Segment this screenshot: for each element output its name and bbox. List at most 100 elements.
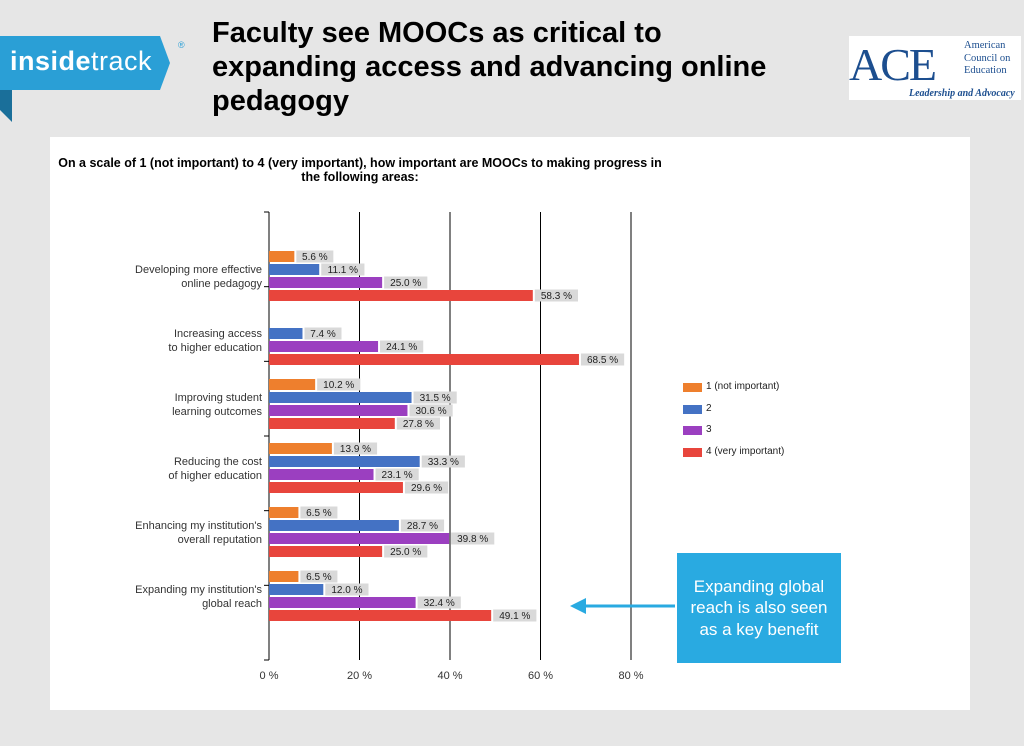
data-label-bg — [300, 506, 338, 519]
ace-logo-words: American Council on Education — [964, 40, 1010, 78]
data-label-bg — [380, 340, 424, 353]
data-label: 33.3 % — [428, 457, 459, 468]
data-label: 6.5 % — [306, 508, 332, 519]
category-label: learning outcomes — [172, 406, 262, 418]
data-label: 23.1 % — [382, 470, 413, 481]
x-tick-label: 20 % — [347, 670, 372, 682]
category-label: overall reputation — [178, 534, 262, 546]
bar — [269, 264, 320, 275]
x-tick-label: 40 % — [437, 670, 462, 682]
data-label-bg — [321, 263, 365, 276]
registered-mark: ® — [178, 40, 185, 50]
legend-swatch — [683, 426, 702, 435]
data-label: 39.8 % — [457, 534, 488, 545]
category-label: Improving student — [175, 392, 262, 404]
data-label-bg — [300, 570, 338, 583]
ace-logo: ACE American Council on Education Leader… — [849, 36, 1021, 100]
data-label-bg — [534, 289, 579, 302]
data-label-bg — [384, 276, 428, 289]
ace-logo-line3: Education — [964, 65, 1007, 76]
data-label: 25.0 % — [390, 278, 421, 289]
data-label-bg — [396, 417, 440, 430]
legend-swatch — [683, 447, 702, 457]
bar — [269, 610, 492, 621]
bar — [269, 328, 303, 339]
data-label-bg — [413, 391, 457, 404]
ace-logo-tagline: Leadership and Advocacy — [909, 88, 1015, 99]
ace-logo-line2: Council on — [964, 52, 1011, 64]
bar — [269, 482, 403, 493]
data-label: 11.1 % — [328, 265, 358, 276]
legend-swatch — [683, 404, 702, 414]
bar — [269, 418, 395, 429]
x-tick-label: 80 % — [618, 670, 643, 682]
x-tick-label: 0 % — [260, 670, 279, 682]
ace-logo-letters: ACE — [849, 39, 937, 90]
data-label: 49.1 % — [499, 611, 530, 622]
legend-label: 2 — [706, 402, 712, 414]
logo-text-thin: track — [91, 46, 153, 76]
data-label-bg — [451, 532, 495, 545]
category-label: Enhancing my institution's — [135, 520, 262, 532]
category-label: to higher education — [168, 342, 262, 354]
bar — [269, 277, 383, 288]
insidetrack-logo: insidetrack ® — [0, 36, 185, 122]
bar — [269, 546, 383, 557]
data-label-bg — [325, 583, 369, 596]
data-label: 58.3 % — [541, 291, 572, 302]
category-label: of higher education — [168, 470, 262, 482]
legend-label: 3 — [706, 424, 712, 435]
data-label: 6.5 % — [306, 572, 332, 583]
data-label: 24.1 % — [386, 342, 417, 353]
data-label-bg — [296, 250, 334, 263]
bar-layer: 5.6 %11.1 % 25.0 % 58.3 % 7.4 % 24.1 % 68.5 %… — [269, 250, 625, 622]
data-label: 29.6 % — [411, 483, 442, 494]
data-label: 12.0 % — [331, 585, 362, 596]
data-label: 13.9 % — [340, 444, 371, 455]
legend-label: 1 (not important) — [706, 381, 780, 392]
data-label: 5.6 % — [302, 252, 328, 263]
bar — [269, 507, 299, 518]
bar — [269, 290, 533, 301]
bar — [269, 520, 399, 531]
data-label-bg — [493, 609, 537, 622]
callout-text: Expanding global reach is also seen as a… — [690, 576, 828, 639]
data-label-bg — [304, 327, 342, 340]
data-label-bg — [384, 545, 428, 558]
page-title: Faculty see MOOCs as critical to expandi… — [212, 17, 767, 117]
bar — [269, 443, 332, 454]
logo-banner-shape — [0, 36, 170, 122]
category-label: Developing more effective — [135, 264, 262, 276]
data-label-bg — [580, 353, 625, 366]
bar — [269, 251, 295, 262]
legend-label: 4 (very important) — [706, 445, 785, 457]
data-label: 31.5 % — [420, 393, 451, 404]
callout-box: Expanding global reach is also seen as a… — [677, 553, 841, 663]
data-label-bg — [421, 455, 465, 468]
data-label: 10.2 % — [323, 380, 354, 391]
bar — [269, 456, 420, 467]
data-label-bg — [375, 468, 419, 481]
bar — [269, 533, 450, 544]
legend-swatch — [683, 383, 702, 392]
data-label: 32.4 % — [424, 598, 455, 609]
bar — [269, 341, 379, 352]
x-tick-label: 60 % — [528, 670, 553, 682]
data-label-bg — [317, 378, 361, 391]
bar — [269, 379, 316, 390]
category-label: Increasing access — [174, 328, 263, 340]
data-label-bg — [333, 442, 378, 455]
data-label: 27.8 % — [403, 419, 434, 430]
data-label: 7.4 % — [310, 329, 336, 340]
ace-logo-line1: American — [964, 40, 1006, 51]
bar — [269, 584, 324, 595]
bar — [269, 469, 374, 480]
logo-text-bold: inside — [10, 46, 92, 76]
axis-layer: 0 % 20 % 40 % 60 % 80 % — [260, 211, 644, 682]
bar — [269, 405, 408, 416]
category-label: online pedagogy — [181, 278, 262, 290]
data-label-bg — [404, 481, 449, 494]
data-label: 68.5 % — [587, 355, 618, 366]
